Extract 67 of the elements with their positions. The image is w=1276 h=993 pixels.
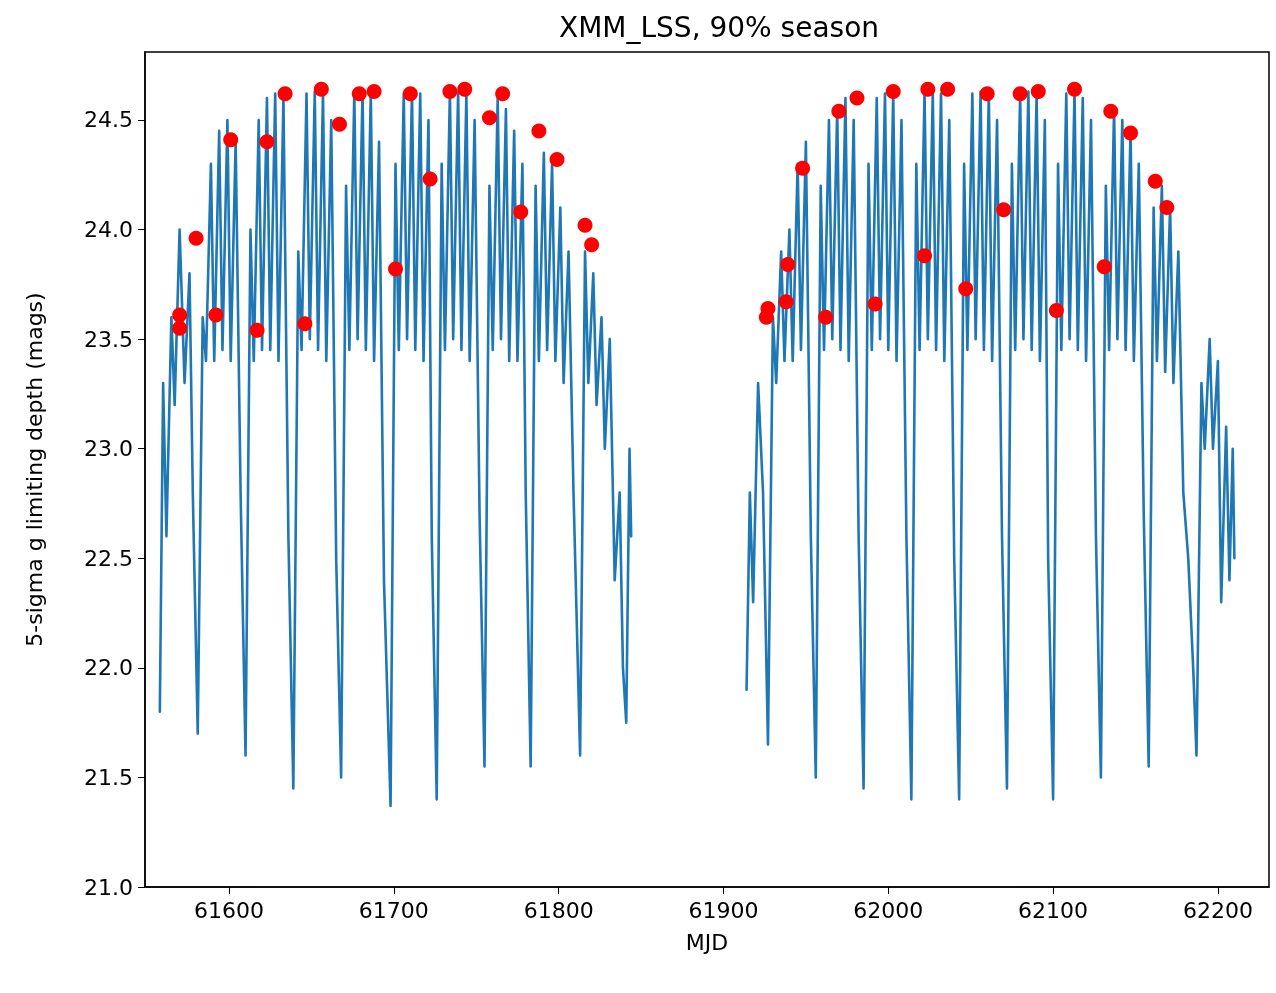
point (249, 322, 265, 338)
point (849, 90, 865, 106)
chart-title: XMM_LSS, 90% season (558, 10, 880, 44)
point (818, 309, 834, 325)
point (996, 202, 1012, 218)
point (531, 123, 547, 139)
point (1123, 125, 1139, 141)
x-axis-title: MJD (685, 929, 729, 955)
point (979, 86, 995, 102)
point (277, 86, 293, 102)
point (1147, 173, 1163, 189)
point (1048, 303, 1064, 319)
y-tick-label: 22.5 (84, 545, 133, 571)
point (422, 171, 438, 187)
y-tick-label: 21.0 (84, 874, 133, 900)
x-tick-label: 61700 (358, 897, 429, 923)
y-tick-label: 24.5 (84, 107, 133, 133)
point (297, 316, 313, 332)
point (172, 307, 188, 323)
point (1067, 81, 1083, 97)
point (885, 83, 901, 99)
point (778, 294, 794, 310)
point (208, 307, 224, 323)
point (1103, 103, 1119, 119)
y-axis-title: 5-sigma g limiting depth (mags) (21, 292, 47, 647)
point (442, 83, 458, 99)
point (577, 217, 593, 233)
point (831, 103, 847, 119)
point (172, 320, 188, 336)
point (223, 132, 239, 148)
point (388, 261, 404, 277)
point (259, 134, 275, 150)
point (867, 296, 883, 312)
point (760, 300, 776, 316)
y-tick-label: 23.0 (84, 436, 133, 462)
x-tick-label: 61900 (688, 897, 759, 923)
point (940, 81, 956, 97)
point (584, 237, 600, 253)
point (495, 86, 511, 102)
y-tick-label: 22.0 (84, 655, 133, 681)
point (313, 81, 329, 97)
x-tick-label: 62100 (1018, 897, 1089, 923)
point (549, 151, 565, 167)
y-tick-label: 23.5 (84, 326, 133, 352)
point (402, 86, 418, 102)
x-tick-label: 62000 (853, 897, 924, 923)
point (958, 281, 974, 297)
point (1030, 83, 1046, 99)
y-tick-label: 21.5 (84, 764, 133, 790)
point (481, 110, 497, 126)
point (457, 81, 473, 97)
point (795, 160, 811, 176)
x-tick-label: 62200 (1182, 897, 1253, 923)
x-tick-label: 61800 (523, 897, 594, 923)
point (1159, 200, 1175, 216)
point (917, 248, 933, 264)
point (331, 116, 347, 132)
point (1012, 86, 1028, 102)
x-tick-label: 61600 (194, 897, 265, 923)
point (351, 86, 367, 102)
point (1096, 259, 1112, 275)
y-tick-label: 24.0 (84, 217, 133, 243)
point (780, 257, 796, 273)
point (513, 204, 529, 220)
point (366, 83, 382, 99)
point (920, 81, 936, 97)
point (188, 230, 204, 246)
